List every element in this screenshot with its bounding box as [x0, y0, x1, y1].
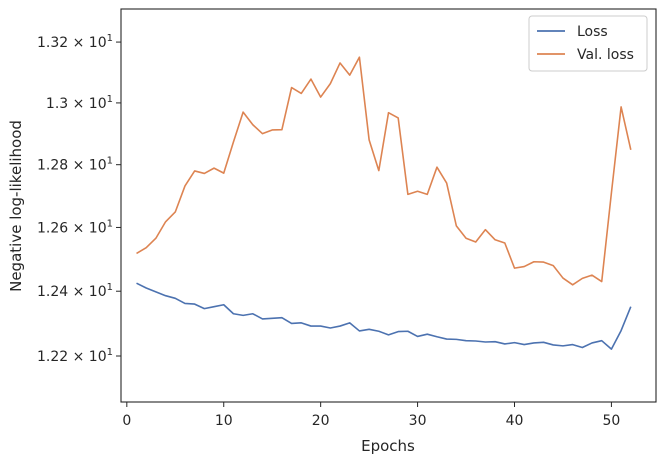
x-tick-label: 50	[603, 413, 621, 429]
legend-box	[528, 15, 648, 72]
y-tick-label: 1.24 × 101	[37, 282, 113, 300]
x-tick-label: 20	[312, 413, 330, 429]
legend: Loss Val. loss	[528, 15, 648, 72]
x-tick-label: 0	[122, 413, 131, 429]
y-axis-label: Negative log-likelihood	[7, 120, 25, 292]
y-tick-label: 1.28 × 101	[37, 156, 113, 174]
x-tick-label: 40	[506, 413, 524, 429]
y-tick-label: 1.26 × 101	[37, 218, 113, 236]
x-axis-label: Epochs	[361, 437, 415, 455]
y-axis: 1.22 × 101 1.24 × 101 1.26 × 101 1.28 × 101…	[37, 33, 121, 365]
y-tick-label: 1.3 × 101	[46, 94, 113, 112]
y-tick-label: 1.22 × 101	[37, 347, 113, 365]
x-axis: 0 10 20 30 40 50	[122, 402, 620, 429]
series-line-0	[136, 282, 632, 350]
series-layer	[136, 56, 632, 350]
x-tick-label: 10	[215, 413, 233, 429]
plot-frame	[120, 8, 657, 403]
x-tick-label: 30	[409, 413, 427, 429]
y-tick-label: 1.32 × 101	[37, 33, 113, 51]
series-line-1	[136, 56, 632, 286]
legend-label-1: Val. loss	[577, 47, 634, 63]
legend-label-0: Loss	[577, 24, 608, 40]
